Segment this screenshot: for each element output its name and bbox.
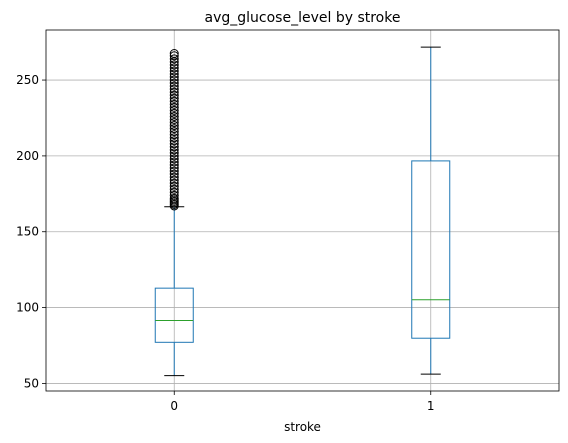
plot-layer xyxy=(154,46,451,377)
outlier-point xyxy=(169,166,179,176)
outlier-point xyxy=(169,133,179,143)
y-tick-label: 200 xyxy=(16,149,39,163)
outlier-point xyxy=(169,193,179,203)
outlier-point xyxy=(169,118,179,128)
outlier-point xyxy=(169,105,179,115)
outlier-point xyxy=(169,181,179,191)
outlier-point xyxy=(169,84,179,94)
outlier-point xyxy=(169,96,179,106)
outlier-point xyxy=(169,184,179,194)
outlier-point xyxy=(169,127,179,137)
iqr-box xyxy=(154,287,194,343)
outlier-point xyxy=(169,151,179,161)
outlier-point xyxy=(169,136,179,146)
outlier-point xyxy=(169,163,179,173)
outlier-point xyxy=(169,190,179,200)
outlier-point xyxy=(169,130,179,140)
outlier-point xyxy=(169,99,179,109)
outlier-point xyxy=(169,87,179,97)
outlier-point xyxy=(169,175,179,185)
x-tick-label: 1 xyxy=(427,399,435,413)
outlier-point xyxy=(169,114,179,124)
y-tick-label: 150 xyxy=(16,225,39,239)
axis-layer: 50 100 150 200 250 0 1 xyxy=(16,73,434,413)
y-tick-label: 50 xyxy=(24,376,39,390)
outlier-point xyxy=(169,78,179,88)
outlier-point xyxy=(169,54,179,64)
box-group-0 xyxy=(154,49,194,377)
x-axis-label: stroke xyxy=(284,420,321,434)
outlier-point xyxy=(169,154,179,164)
grid-layer xyxy=(46,30,559,391)
box-group-1 xyxy=(411,46,451,375)
outlier-point xyxy=(169,63,179,73)
outlier-point xyxy=(169,142,179,152)
outlier-point xyxy=(169,160,179,170)
outlier-point xyxy=(169,81,179,91)
iqr-box xyxy=(411,160,451,339)
outlier-point xyxy=(169,75,179,85)
outlier-point xyxy=(169,145,179,155)
x-tick-label: 0 xyxy=(170,399,178,413)
outlier-point xyxy=(169,102,179,112)
outlier-point xyxy=(169,111,179,121)
outlier-point xyxy=(169,51,179,61)
outlier-point xyxy=(169,157,179,167)
outlier-point xyxy=(169,93,179,103)
outlier-point xyxy=(169,90,179,100)
outlier-point xyxy=(169,49,179,59)
outlier-point xyxy=(169,72,179,82)
outlier-point xyxy=(169,60,179,70)
outlier-point xyxy=(169,148,179,158)
outlier-point xyxy=(169,66,179,76)
outlier-point xyxy=(169,139,179,149)
y-tick-label: 250 xyxy=(16,73,39,87)
outlier-point xyxy=(169,108,179,118)
outlier-point xyxy=(169,178,179,188)
plot-frame xyxy=(45,29,560,392)
outlier-point xyxy=(169,169,179,179)
y-tick-label: 100 xyxy=(16,301,39,315)
outlier-point xyxy=(169,172,179,182)
chart-title: avg_glucose_level by stroke xyxy=(205,10,401,26)
outlier-point xyxy=(169,121,179,131)
outlier-point xyxy=(169,124,179,134)
outlier-point xyxy=(169,187,179,197)
outlier-point xyxy=(169,69,179,79)
